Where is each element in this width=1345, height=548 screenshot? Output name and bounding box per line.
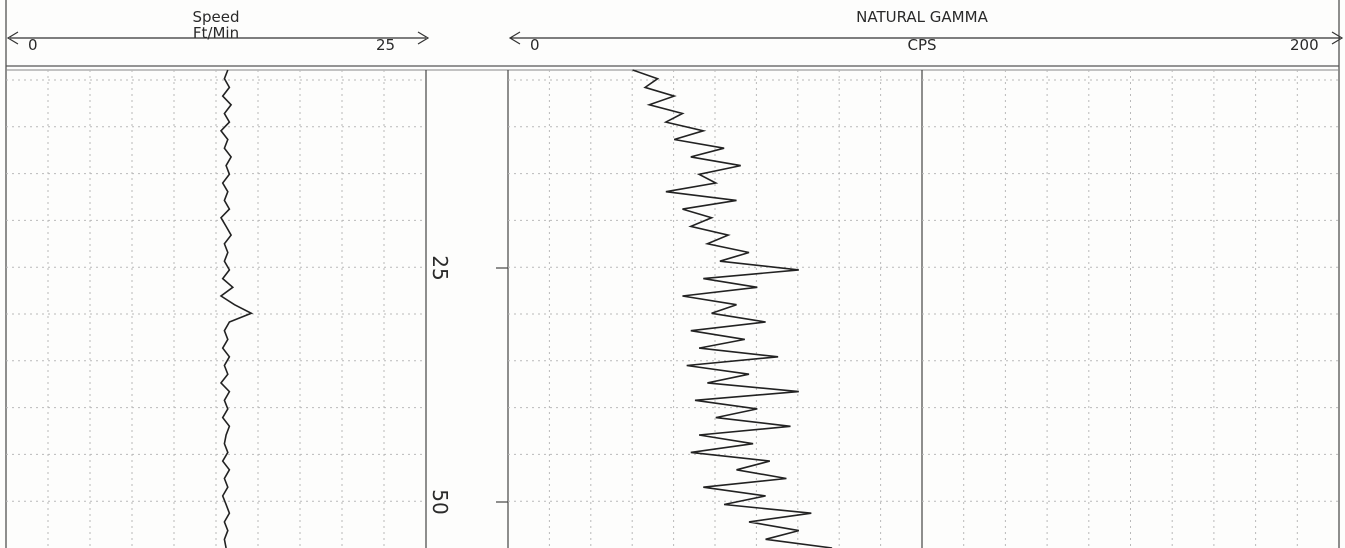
speed-curve bbox=[219, 69, 254, 548]
speed-units: Ft/Min bbox=[193, 24, 239, 42]
gamma-scale-max: 200 bbox=[1290, 36, 1319, 54]
gamma-header: NATURAL GAMMA CPS 0 200 bbox=[508, 8, 1344, 54]
speed-scale-min: 0 bbox=[28, 36, 38, 54]
speed-title: Speed bbox=[192, 8, 239, 26]
speed-left-arrow bbox=[6, 31, 19, 45]
gamma-right-arrow bbox=[1331, 31, 1344, 45]
depth-label-25: 25 bbox=[428, 255, 452, 280]
speed-header: Speed Ft/Min 0 25 bbox=[6, 8, 430, 54]
gamma-units: CPS bbox=[907, 36, 936, 54]
gamma-grid bbox=[508, 70, 1339, 548]
chart-frame bbox=[5, 0, 1340, 548]
speed-grid bbox=[6, 70, 426, 548]
depth-label-50: 50 bbox=[428, 489, 452, 514]
gamma-left-arrow bbox=[508, 31, 521, 45]
gamma-title: NATURAL GAMMA bbox=[856, 8, 988, 26]
gamma-curve bbox=[632, 69, 833, 548]
depth-track: 25 50 bbox=[428, 255, 508, 515]
gamma-scale-min: 0 bbox=[530, 36, 540, 54]
speed-scale-max: 25 bbox=[376, 36, 395, 54]
speed-right-arrow bbox=[417, 31, 430, 45]
